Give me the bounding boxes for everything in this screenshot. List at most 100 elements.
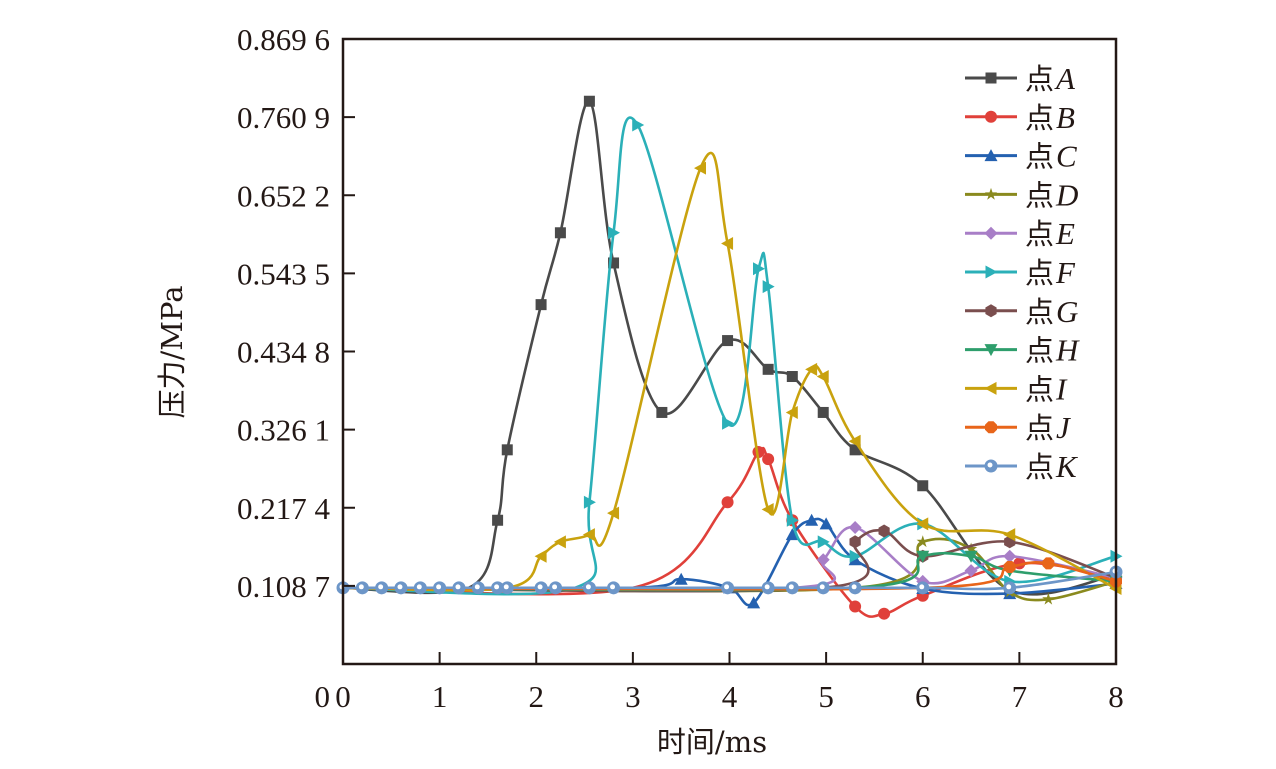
marker-highlight [552,584,558,590]
data-point-i [816,370,829,384]
data-point-i [805,362,818,376]
data-point-d [916,535,929,548]
legend-label-letter: G [1056,294,1078,329]
data-point-b [762,453,775,466]
y-tick-label: 0.326 1 [237,413,330,448]
legend-label-letter: A [1054,61,1076,96]
marker-highlight [764,584,770,590]
legend-label-prefix: 点 [1025,372,1054,406]
data-point-f [817,535,830,549]
legend-marker [985,421,997,434]
legend-label-letter: H [1055,333,1080,368]
data-point-c [785,528,799,541]
data-point-i [694,161,707,175]
data-point-a [501,444,513,456]
x-axis-title: 时间/ms [657,725,767,759]
data-point-f [849,549,862,563]
legend-label-letter: I [1055,371,1068,406]
data-point-i [534,549,547,563]
marker-highlight [819,584,825,590]
legend-label-letter: F [1055,255,1076,290]
legend-label-letter: J [1056,410,1071,445]
data-point-j [1042,557,1055,570]
series-line-a [342,99,1117,596]
y-tick-label: 0.652 2 [237,178,330,213]
marker-highlight [987,462,993,468]
x-axis: 0 1 2 3 4 5 6 7 8 [335,652,1124,714]
data-point-f [722,416,735,430]
legend-label-prefix: 点 [1025,178,1054,212]
marker-highlight [494,584,500,590]
data-point-b [849,600,862,613]
data-point-a [817,406,829,418]
y-tick-label: 0.217 4 [237,491,331,526]
data-point-c [805,513,819,526]
x-tick-label: 0 [335,679,351,714]
x-tick-label: 7 [1012,679,1028,714]
series-f [342,116,1123,596]
marker-highlight [397,584,403,590]
series-layer [336,95,1123,620]
marker-highlight [585,584,591,590]
y-tick-label: 0.434 8 [237,335,330,370]
data-point-d [964,542,978,555]
marker-highlight [919,584,925,590]
data-point-c [674,572,688,585]
marker-highlight [724,584,730,590]
data-point-i [721,237,734,251]
data-point-a [554,227,566,239]
legend-marker [985,304,997,318]
x-tick-label: 3 [625,679,641,714]
data-point-i [785,405,798,419]
data-point-a [608,257,620,269]
legend-marker [984,187,998,200]
data-point-a [722,335,734,347]
data-point-i [582,528,595,542]
marker-highlight [1006,584,1012,590]
data-point-h [916,550,930,563]
data-point-i [553,535,566,549]
marker-highlight [610,584,616,590]
y-axis-title: 压力/MPa [155,286,189,419]
data-point-a [492,514,504,526]
series-i [342,151,1122,596]
legend-label-prefix: 点 [1025,62,1054,96]
legend-label-letter: K [1055,449,1079,484]
data-point-i [916,517,929,531]
data-point-f [608,226,621,240]
legend-marker [984,226,998,240]
marker-highlight [503,584,509,590]
legend-marker [985,72,997,84]
x-tick-label: 5 [818,679,834,714]
legend-label-prefix: 点 [1025,256,1054,290]
data-point-f [786,513,799,527]
data-point-a [535,299,547,311]
marker-highlight [851,584,857,590]
marker-highlight [537,584,543,590]
data-point-c [747,596,761,609]
marker-highlight [358,584,364,590]
legend: 点 A点 B点 C点 D点 E点 F点 G点 H点 I点 J点 K [965,61,1080,484]
series-a [342,95,1122,596]
y-tick-label: 0.760 9 [237,100,330,135]
legend-label-letter: B [1056,100,1075,135]
legend-label-letter: C [1056,139,1077,174]
legend-label-prefix: 点 [1025,101,1054,135]
data-point-f [752,262,765,276]
y-tick-label: 0 [315,679,331,714]
marker-highlight [455,584,461,590]
legend-label-prefix: 点 [1025,140,1054,174]
legend-marker [985,265,998,279]
legend-label-prefix: 点 [1025,334,1054,368]
legend-label-letter: D [1055,177,1078,212]
data-point-c [819,517,833,530]
